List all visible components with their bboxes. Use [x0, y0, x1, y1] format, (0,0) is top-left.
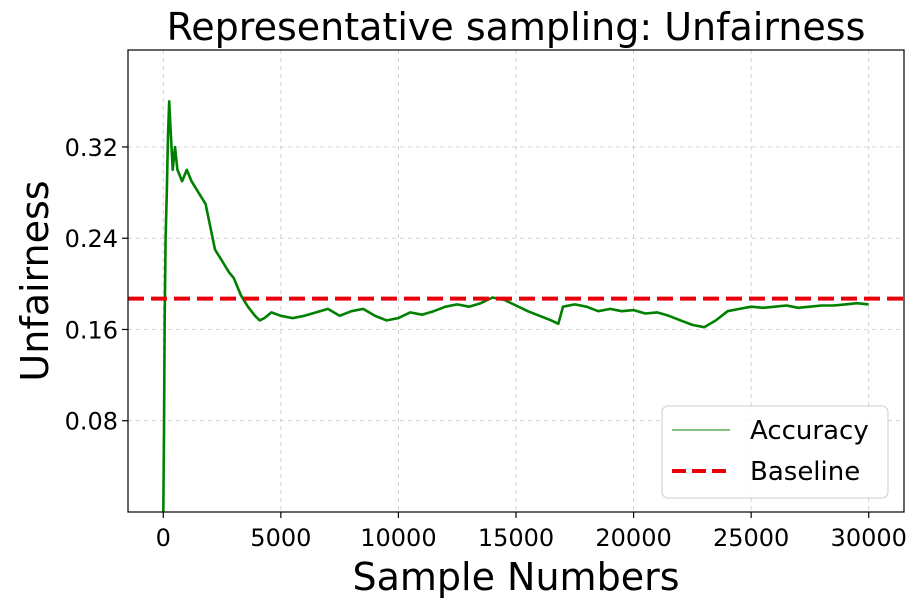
x-tick-label: 30000 [831, 524, 907, 552]
axis-ticks: 0 5000 10000 15000 20000 25000 30000 0.08 0.16 0.… [65, 134, 907, 552]
y-tick-label: 0.24 [65, 225, 118, 253]
chart-title: Representative sampling: Unfairness [167, 5, 866, 49]
plot-area [128, 100, 904, 512]
y-tick-label: 0.08 [65, 408, 118, 436]
legend: Accuracy Baseline [661, 405, 889, 499]
x-tick-label: 0 [156, 524, 171, 552]
x-tick-label: 15000 [478, 524, 554, 552]
x-tick-label: 10000 [360, 524, 436, 552]
series-line-accuracy [162, 100, 869, 512]
legend-label-accuracy: Accuracy [750, 416, 869, 446]
x-tick-label: 20000 [595, 524, 671, 552]
x-axis-title: Sample Numbers [352, 555, 679, 599]
y-axis-title: Unfairness [13, 180, 57, 381]
legend-label-baseline: Baseline [750, 457, 860, 487]
y-tick-label: 0.16 [65, 316, 118, 344]
legend-frame [661, 405, 889, 499]
x-tick-label: 25000 [713, 524, 789, 552]
y-tick-label: 0.32 [65, 134, 118, 162]
x-tick-label: 5000 [250, 524, 311, 552]
